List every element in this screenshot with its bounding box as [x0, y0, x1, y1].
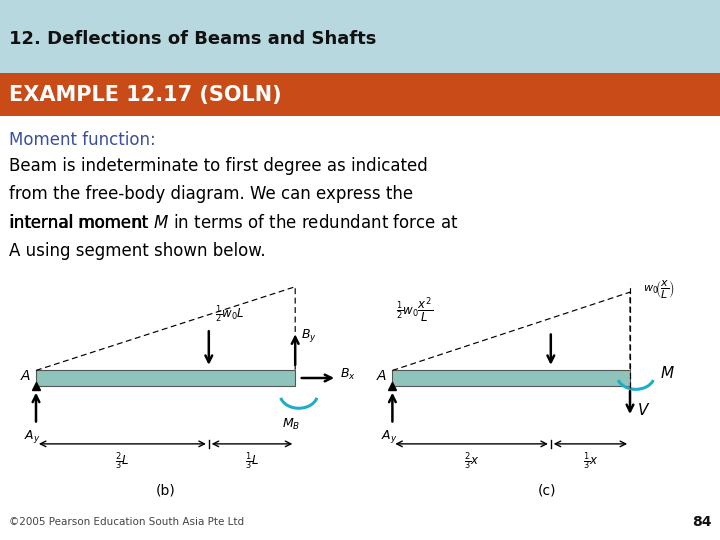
Text: A using segment shown below.: A using segment shown below. — [9, 242, 265, 260]
Text: $\frac{1}{2}w_0L$: $\frac{1}{2}w_0L$ — [215, 303, 244, 325]
Text: $\frac{2}{3}L$: $\frac{2}{3}L$ — [115, 450, 130, 472]
Text: internal moment $M$ in terms of the redundant force at: internal moment $M$ in terms of the redu… — [9, 214, 459, 232]
Text: $B_x$: $B_x$ — [340, 367, 356, 382]
Text: internal moment: internal moment — [9, 214, 153, 232]
Text: $\mathit{M}$: $\mathit{M}$ — [660, 364, 675, 381]
Text: $\frac{2}{3}x$: $\frac{2}{3}x$ — [464, 450, 480, 472]
Text: $\frac{1}{2}w_0\dfrac{x^2}{L}$: $\frac{1}{2}w_0\dfrac{x^2}{L}$ — [396, 295, 433, 325]
Text: ©2005 Pearson Education South Asia Pte Ltd: ©2005 Pearson Education South Asia Pte L… — [9, 517, 244, 528]
Text: Beam is indeterminate to first degree as indicated: Beam is indeterminate to first degree as… — [9, 157, 428, 174]
Bar — [392, 370, 630, 386]
Text: $\mathit{V}$: $\mathit{V}$ — [637, 402, 650, 418]
Text: $B_y$: $B_y$ — [301, 327, 317, 344]
Text: $\frac{1}{3}L$: $\frac{1}{3}L$ — [245, 450, 259, 472]
Text: A: A — [21, 369, 30, 383]
Text: (b): (b) — [156, 484, 176, 498]
Text: $A_y$: $A_y$ — [24, 428, 40, 444]
Text: $w_0\!\left(\dfrac{x}{L}\right)$: $w_0\!\left(\dfrac{x}{L}\right)$ — [643, 279, 675, 300]
Text: (c): (c) — [538, 484, 557, 498]
Text: from the free-body diagram. We can express the: from the free-body diagram. We can expre… — [9, 185, 413, 203]
Text: EXAMPLE 12.17 (SOLN): EXAMPLE 12.17 (SOLN) — [9, 84, 282, 105]
Bar — [36, 370, 295, 386]
Text: 84: 84 — [692, 516, 711, 529]
Text: $M_B$: $M_B$ — [282, 417, 301, 432]
Text: $\frac{1}{3}x$: $\frac{1}{3}x$ — [582, 450, 598, 472]
Text: A: A — [377, 369, 387, 383]
Text: $A_y$: $A_y$ — [381, 428, 397, 444]
Text: Moment function:: Moment function: — [9, 131, 156, 149]
Text: 12. Deflections of Beams and Shafts: 12. Deflections of Beams and Shafts — [9, 30, 376, 48]
